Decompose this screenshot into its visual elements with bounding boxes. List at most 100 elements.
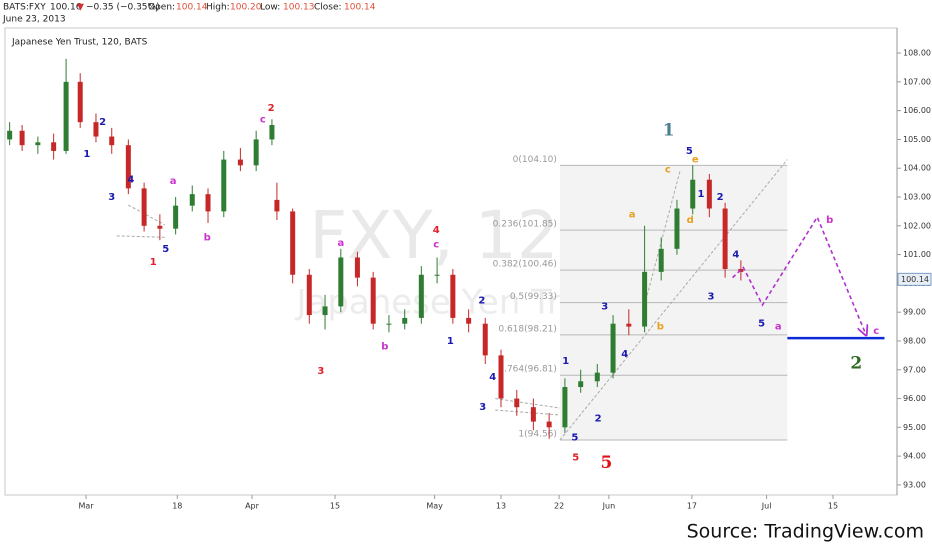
change-arrow: ▼	[77, 3, 84, 13]
wave-label: 5	[162, 244, 169, 255]
close-label: Close:	[314, 3, 342, 13]
change: −0.35 (−0.35%)	[86, 3, 160, 13]
fib-label: 0.618(98.21)	[498, 324, 557, 334]
x-tick-label: Jul	[761, 502, 772, 511]
wave-label: 4	[127, 175, 134, 186]
price-tag	[897, 272, 932, 286]
y-tick-label: 101.00	[903, 250, 931, 259]
degree-label: 2	[850, 353, 862, 373]
fib-label: 0.236(101.85)	[493, 220, 557, 230]
candle-body	[370, 277, 376, 324]
watermark: FXY, 120	[309, 197, 600, 274]
candle-body	[418, 274, 424, 318]
wave-label: 2	[99, 117, 106, 128]
candle-body	[125, 145, 131, 189]
chart-title: Japanese Yen Trust, 120, BATS	[11, 38, 148, 48]
wave-label: a	[629, 209, 636, 220]
x-tick-label: 18	[172, 502, 182, 511]
symbol: BATS:FXY	[3, 3, 46, 13]
wave-label: b	[381, 342, 388, 353]
x-tick-label: 15	[330, 502, 340, 511]
candle-body	[642, 271, 648, 327]
candle-body	[450, 274, 456, 318]
wave-label: 4	[732, 250, 739, 261]
candle-body	[173, 205, 179, 229]
x-tick-label: 22	[554, 502, 564, 511]
wave-label: d	[687, 215, 694, 226]
wave-label: 3	[601, 301, 608, 312]
wave-label: 2	[717, 192, 724, 203]
wave-label: 1	[562, 356, 569, 367]
fib-label: 0.382(100.46)	[493, 260, 557, 270]
candle-body	[77, 81, 83, 123]
candle-body	[546, 421, 552, 428]
y-tick-label: 94.00	[903, 452, 926, 461]
fib-label: 0(104.10)	[513, 155, 557, 165]
wave-label: 4	[433, 225, 440, 236]
high-value: 100.20	[230, 3, 262, 13]
candle-body	[141, 188, 147, 226]
low-label: Low:	[260, 3, 280, 13]
wave-label: 3	[317, 366, 324, 377]
y-tick-label: 104.00	[903, 164, 931, 173]
open-label: Open:	[148, 3, 175, 13]
candle-body	[157, 225, 163, 229]
candle-body	[189, 194, 195, 206]
projection-path	[732, 215, 867, 335]
candle-body	[221, 159, 227, 212]
candle-body	[354, 257, 360, 278]
wave-label: c	[665, 165, 671, 176]
candle-body	[253, 139, 259, 166]
y-tick-label: 93.00	[903, 480, 926, 489]
candle-body	[722, 208, 728, 269]
candle-body	[674, 208, 680, 249]
candle-body	[274, 199, 280, 212]
candle-body	[626, 323, 632, 327]
candle-body	[386, 323, 392, 325]
wave-label: 1	[698, 189, 705, 200]
wave-label: b	[826, 215, 833, 226]
candle-body	[109, 136, 115, 146]
candle-body	[290, 211, 296, 275]
wave-label: 5	[686, 146, 693, 157]
wave-label: c	[873, 326, 879, 337]
fib-label: 1(94.56)	[518, 430, 557, 440]
date: June 23, 2013	[2, 15, 66, 25]
trendline	[495, 398, 561, 409]
trendline	[495, 409, 560, 416]
candle-body	[269, 125, 275, 140]
candle-body	[610, 323, 616, 373]
wave-label: 5	[571, 432, 578, 443]
wave-label: a	[775, 322, 782, 333]
wave-label: 5	[758, 319, 765, 330]
candle-body	[35, 142, 41, 146]
x-tick-label: 15	[828, 502, 838, 511]
close-value: 100.14	[344, 3, 376, 13]
candle-body	[594, 372, 600, 382]
candle-body	[498, 355, 504, 399]
wave-label: 1	[150, 257, 157, 268]
wave-label: 2	[478, 296, 485, 307]
candle-body	[51, 142, 57, 151]
candle-body	[690, 179, 696, 209]
degree-label: 5	[600, 453, 612, 473]
candle-body	[7, 130, 13, 140]
y-tick-label: 98.00	[903, 336, 926, 345]
x-tick-label: May	[426, 502, 443, 511]
candle-body	[63, 81, 69, 151]
wave-label: e	[692, 155, 699, 166]
wave-label: 3	[708, 291, 715, 302]
candle-body	[466, 317, 472, 324]
wave-label: c	[433, 240, 439, 251]
last-price: 100.16	[50, 3, 82, 13]
x-tick-label: Jun	[602, 502, 616, 511]
y-tick-label: 106.00	[903, 106, 931, 115]
wave-label: 4	[621, 349, 628, 360]
candle-body	[19, 130, 25, 146]
low-value: 100.13	[283, 3, 315, 13]
y-tick-label: 103.00	[903, 193, 931, 202]
wave-label: 3	[479, 402, 486, 413]
candle-body	[205, 194, 211, 212]
candle-body	[93, 122, 99, 137]
